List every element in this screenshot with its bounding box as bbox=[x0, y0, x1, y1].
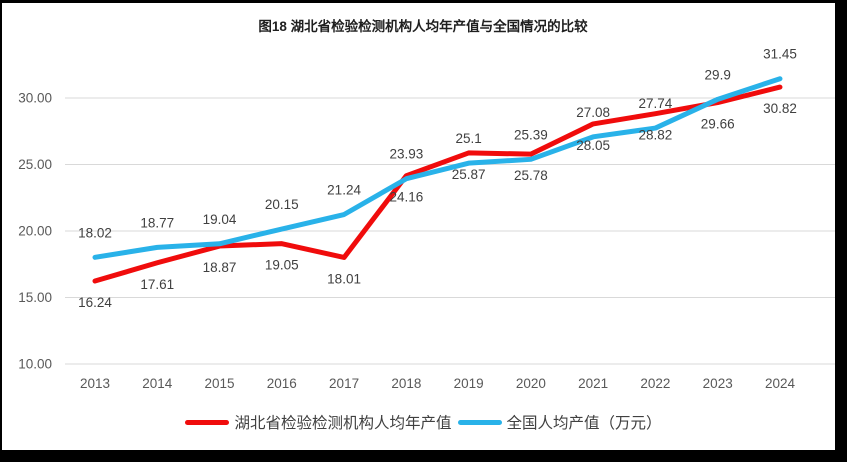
data-label: 31.45 bbox=[763, 47, 797, 62]
data-label: 18.02 bbox=[78, 225, 112, 240]
x-tick-label: 2018 bbox=[391, 376, 421, 391]
data-label: 21.24 bbox=[327, 183, 361, 198]
x-tick-label: 2022 bbox=[640, 376, 670, 391]
y-tick-label: 10.00 bbox=[18, 357, 52, 372]
legend-swatch bbox=[457, 419, 502, 425]
legend-label: 全国人均产值（万元） bbox=[506, 415, 662, 432]
x-tick-label: 2017 bbox=[329, 376, 359, 391]
series-line bbox=[92, 76, 783, 260]
x-tick-label: 2024 bbox=[765, 376, 796, 391]
x-tick-label: 2023 bbox=[703, 376, 733, 391]
data-label: 25.39 bbox=[514, 127, 548, 142]
legend-item: 湖北省检验检测机构人均年产值 bbox=[185, 411, 452, 433]
y-tick-label: 15.00 bbox=[18, 290, 52, 305]
x-tick-label: 2014 bbox=[142, 376, 173, 391]
x-tick-label: 2015 bbox=[205, 376, 235, 391]
series-lines bbox=[92, 76, 783, 284]
gridlines bbox=[65, 97, 835, 365]
x-tick-label: 2021 bbox=[578, 376, 608, 391]
data-label: 20.15 bbox=[265, 197, 299, 212]
data-label: 17.61 bbox=[140, 277, 174, 292]
data-label: 23.93 bbox=[389, 147, 423, 162]
legend-swatch bbox=[185, 419, 230, 425]
data-label: 16.24 bbox=[78, 295, 112, 310]
data-label: 27.74 bbox=[639, 96, 673, 111]
y-tick-label: 20.00 bbox=[18, 224, 52, 239]
data-label: 24.16 bbox=[389, 190, 423, 205]
y-tick-label: 25.00 bbox=[18, 157, 52, 172]
data-label: 25.78 bbox=[514, 168, 548, 183]
data-label: 18.01 bbox=[327, 271, 361, 286]
legend-item: 全国人均产值（万元） bbox=[457, 411, 662, 433]
data-label: 29.9 bbox=[705, 67, 731, 82]
data-label: 19.04 bbox=[203, 212, 237, 227]
x-tick-label: 2019 bbox=[454, 376, 484, 391]
x-tick-label: 2013 bbox=[80, 376, 110, 391]
data-label: 19.05 bbox=[265, 258, 299, 273]
x-tick-label: 2020 bbox=[516, 376, 546, 391]
data-label: 27.08 bbox=[576, 105, 610, 120]
line-chart: 图18 湖北省检验检测机构人均年产值与全国情况的比较 10.00 15.00 20.… bbox=[18, 18, 835, 391]
data-label: 29.66 bbox=[701, 117, 735, 132]
x-axis-tick-labels: 2013 2014 2015 2016 2017 2018 2019 2020 2021 2022… bbox=[80, 376, 795, 391]
series-line bbox=[92, 84, 783, 284]
chart-legend: 湖北省检验检测机构人均年产值 全国人均产值（万元） bbox=[2, 411, 835, 433]
chart-canvas: 图18 湖北省检验检测机构人均年产值与全国情况的比较 10.00 15.00 20.… bbox=[2, 3, 835, 450]
data-label: 18.87 bbox=[203, 260, 237, 275]
y-tick-label: 30.00 bbox=[18, 91, 52, 106]
data-label: 25.87 bbox=[452, 167, 486, 182]
data-labels: 16.24 17.61 18.87 19.05 18.01 24.16 25.87 25.78… bbox=[78, 47, 797, 310]
y-axis-tick-labels: 10.00 15.00 20.00 25.00 30.00 bbox=[18, 91, 52, 372]
data-label: 25.1 bbox=[455, 131, 481, 146]
data-label: 18.77 bbox=[140, 215, 174, 230]
x-tick-label: 2016 bbox=[267, 376, 297, 391]
data-label: 30.82 bbox=[763, 101, 797, 116]
legend-label: 湖北省检验检测机构人均年产值 bbox=[234, 415, 452, 432]
data-label: 28.05 bbox=[576, 138, 610, 153]
chart-title: 图18 湖北省检验检测机构人均年产值与全国情况的比较 bbox=[258, 18, 588, 34]
data-label: 28.82 bbox=[639, 128, 673, 143]
